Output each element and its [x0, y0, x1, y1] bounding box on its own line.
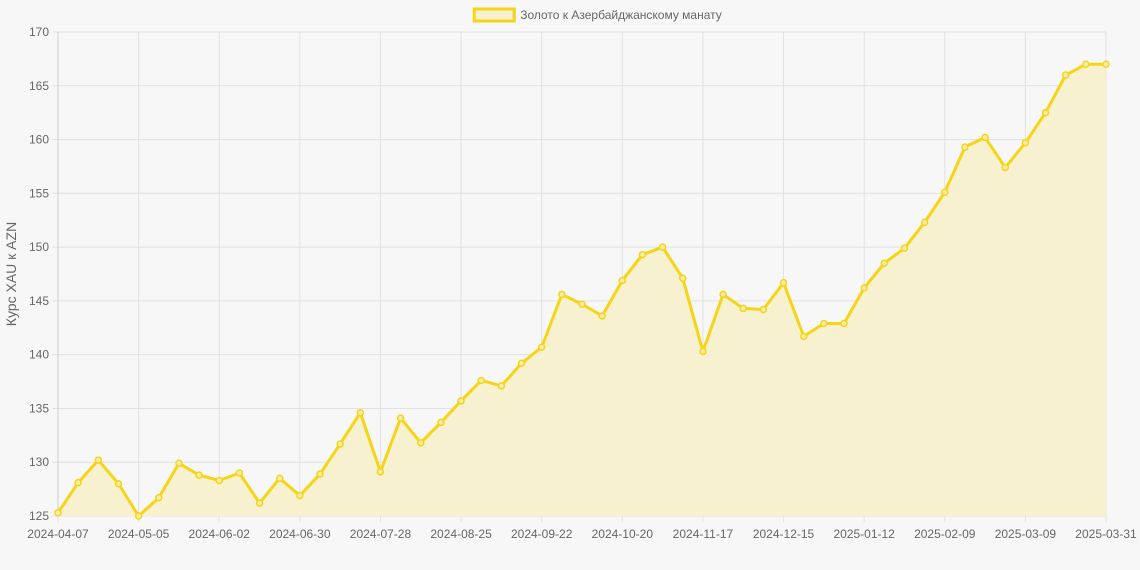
data-point[interactable]: [618, 276, 627, 285]
data-point[interactable]: [275, 474, 284, 483]
x-tick-label: 2024-06-02: [189, 527, 251, 541]
data-point[interactable]: [840, 319, 848, 328]
data-point[interactable]: [961, 143, 969, 151]
data-point[interactable]: [779, 278, 788, 287]
x-tick-label: 2024-08-25: [430, 527, 492, 541]
x-tick-label: 2025-01-12: [833, 527, 895, 541]
data-point[interactable]: [941, 188, 949, 197]
data-point[interactable]: [1001, 163, 1009, 172]
y-tick-label: 145: [29, 294, 49, 308]
y-tick-label: 160: [29, 133, 49, 147]
x-tick-label: 2025-03-31: [1075, 527, 1137, 541]
x-tick-label: 2024-06-30: [269, 527, 331, 541]
data-point[interactable]: [679, 274, 687, 283]
data-point[interactable]: [658, 243, 667, 251]
y-axis-title: Курс XAU к AZN: [3, 222, 19, 326]
y-tick-label: 165: [29, 79, 49, 93]
y-tick-label: 135: [29, 401, 49, 415]
data-point[interactable]: [396, 414, 405, 422]
data-point[interactable]: [860, 284, 868, 292]
data-point[interactable]: [134, 512, 143, 520]
data-point[interactable]: [155, 493, 163, 502]
data-point[interactable]: [739, 304, 747, 313]
y-tick-label: 125: [29, 509, 49, 523]
data-point[interactable]: [880, 259, 889, 267]
data-point[interactable]: [638, 250, 647, 259]
y-axis-ticks: 125 130 135 140 145 150 155 160 165 170: [29, 25, 49, 523]
data-point[interactable]: [457, 397, 465, 405]
legend-label: Золото к Азербайджанскому манату: [520, 8, 722, 22]
data-point[interactable]: [437, 418, 445, 427]
y-tick-label: 155: [29, 186, 49, 200]
data-point[interactable]: [820, 319, 828, 328]
x-tick-label: 2024-07-28: [350, 527, 412, 541]
data-point[interactable]: [255, 499, 264, 507]
data-point[interactable]: [235, 469, 244, 477]
data-point[interactable]: [981, 133, 989, 142]
x-tick-label: 2024-09-22: [511, 527, 573, 541]
data-point[interactable]: [799, 332, 808, 341]
x-tick-label: 2024-05-05: [108, 527, 170, 541]
y-tick-label: 140: [29, 348, 49, 362]
data-point[interactable]: [296, 491, 304, 500]
data-point[interactable]: [517, 359, 526, 368]
data-point[interactable]: [1021, 139, 1030, 147]
x-axis-ticks: 2024-04-07 2024-05-05 2024-06-02 2024-06-30…: [27, 527, 1137, 541]
data-point[interactable]: [74, 478, 82, 487]
data-point[interactable]: [900, 244, 909, 252]
data-point[interactable]: [598, 312, 606, 320]
data-point[interactable]: [356, 408, 365, 417]
data-point[interactable]: [417, 439, 425, 447]
data-point[interactable]: [719, 290, 727, 299]
data-point[interactable]: [759, 305, 768, 314]
data-point[interactable]: [497, 382, 506, 390]
data-point[interactable]: [175, 459, 183, 468]
data-point[interactable]: [477, 376, 485, 385]
data-point[interactable]: [1082, 60, 1090, 69]
legend[interactable]: Золото к Азербайджанскому манату: [472, 7, 722, 23]
data-point[interactable]: [195, 471, 203, 479]
data-point[interactable]: [1061, 71, 1070, 79]
series-area: [58, 64, 1106, 517]
series-points: [54, 60, 1110, 520]
data-point[interactable]: [578, 300, 586, 308]
legend-swatch: [472, 7, 516, 23]
data-point[interactable]: [537, 343, 546, 351]
data-point[interactable]: [920, 218, 929, 227]
x-tick-label: 2025-03-09: [995, 527, 1057, 541]
data-point[interactable]: [1041, 108, 1050, 117]
data-point[interactable]: [94, 456, 103, 464]
x-tick-label: 2024-10-20: [592, 527, 654, 541]
x-tick-label: 2024-04-07: [27, 527, 89, 541]
y-tick-label: 130: [29, 455, 49, 469]
data-point[interactable]: [1102, 60, 1110, 69]
data-point[interactable]: [376, 468, 385, 476]
data-point[interactable]: [215, 476, 223, 485]
data-point[interactable]: [558, 290, 566, 299]
data-point[interactable]: [699, 347, 707, 356]
data-point[interactable]: [54, 509, 62, 517]
x-tick-label: 2024-11-17: [673, 527, 734, 541]
data-point[interactable]: [114, 479, 123, 488]
x-tick-label: 2025-02-09: [914, 527, 976, 541]
y-tick-label: 170: [29, 25, 49, 39]
y-tick-label: 150: [29, 240, 49, 254]
area-fill: [58, 64, 1106, 517]
x-tick-label: 2024-12-15: [753, 527, 815, 541]
data-point[interactable]: [336, 440, 344, 448]
data-point[interactable]: [316, 470, 324, 478]
